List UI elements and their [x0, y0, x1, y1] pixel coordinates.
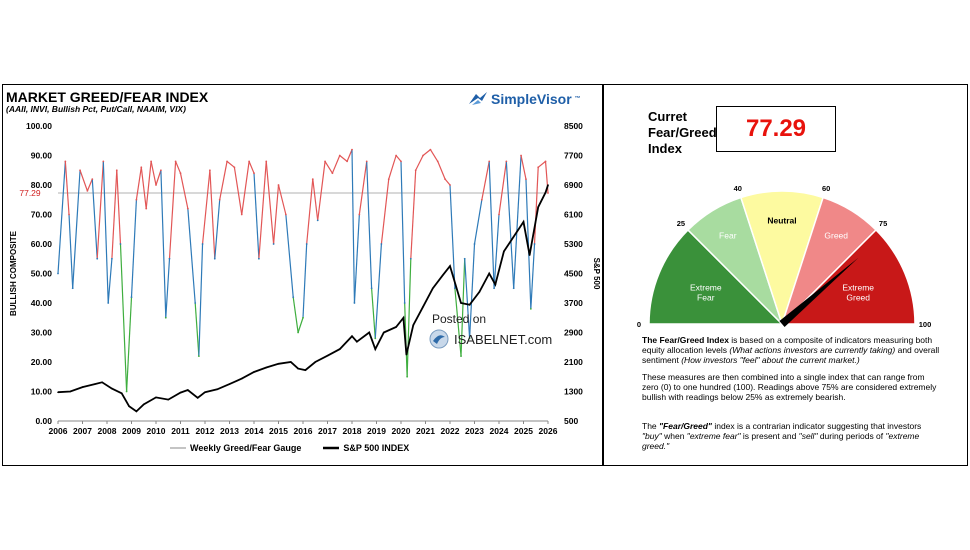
legend-item-sp500: S&P 500 INDEX — [323, 443, 409, 453]
legend-item-gauge: Weekly Greed/Fear Gauge — [170, 443, 301, 453]
bird-logo-icon — [469, 92, 487, 105]
desc-p1-a: is based on a composite of indicators me… — [642, 335, 933, 355]
gauge-box-label: Curret Fear/Greed Index — [648, 109, 717, 157]
brand-tm: ™ — [574, 96, 581, 102]
brand-name: SimpleVisor — [491, 91, 572, 107]
desc-p3-h: "sell" — [798, 431, 818, 441]
desc-p3-c: index is a contrarian indicator suggesti… — [711, 421, 922, 431]
legend-swatch-sp500 — [323, 446, 340, 450]
desc-p3-g: is present and — [740, 431, 799, 441]
brand-logo: SimpleVisor ™ — [468, 91, 581, 107]
desc-p3-b: "Fear/Greed" — [659, 421, 712, 431]
chart-subtitle: (AAII, INVI, Bullish Pct, Put/Call, NAAI… — [6, 104, 186, 114]
desc-p1-lead: The Fear/Greed Index — [642, 335, 729, 345]
desc-p1-c: and overall sentiment — [642, 345, 940, 365]
legend-label-sp500: S&P 500 INDEX — [343, 443, 410, 453]
desc-p3-d: "buy" — [642, 431, 662, 441]
gauge-box-label-line: Index — [648, 141, 682, 156]
chart-title: MARKET GREED/FEAR INDEX — [6, 89, 209, 105]
gauge-box-label-line: Fear/Greed — [648, 125, 717, 140]
desc-p2: These measures are then combined into a … — [642, 372, 937, 402]
desc-p3-i: during periods of — [817, 431, 886, 441]
watermark-posted-on: Posted on — [432, 312, 487, 326]
desc-p3-f: "extreme fear" — [686, 431, 741, 441]
gauge-value: 77.29 — [745, 115, 807, 142]
gauge-panel — [603, 84, 968, 466]
gauge-value-box: 77.29 — [716, 106, 836, 152]
desc-p3-j: "extreme greed." — [642, 431, 920, 451]
description-paragraph-3: The "Fear/Greed" index is a contrarian i… — [642, 421, 942, 451]
chart-panel — [2, 84, 603, 466]
desc-p1-b: (What actions investors are currently ta… — [729, 345, 896, 355]
chart-legend: Weekly Greed/Fear Gauge S&P 500 INDEX — [170, 443, 409, 453]
legend-swatch-gauge — [170, 447, 186, 449]
description-paragraph-2: These measures are then combined into a … — [642, 372, 942, 402]
desc-p1-d: (How investors "feel" about the current … — [681, 355, 860, 365]
legend-label-gauge: Weekly Greed/Fear Gauge — [190, 443, 302, 453]
watermark-site: ISABELNET.com — [428, 328, 552, 350]
desc-p3-e: when — [661, 431, 687, 441]
globe-logo-icon — [429, 329, 449, 349]
gauge-box-label-line: Curret — [648, 109, 688, 124]
description-paragraph-1: The Fear/Greed Index is based on a compo… — [642, 335, 942, 365]
desc-p3-a: The — [642, 421, 660, 431]
watermark-site-text: ISABELNET.com — [454, 331, 553, 347]
